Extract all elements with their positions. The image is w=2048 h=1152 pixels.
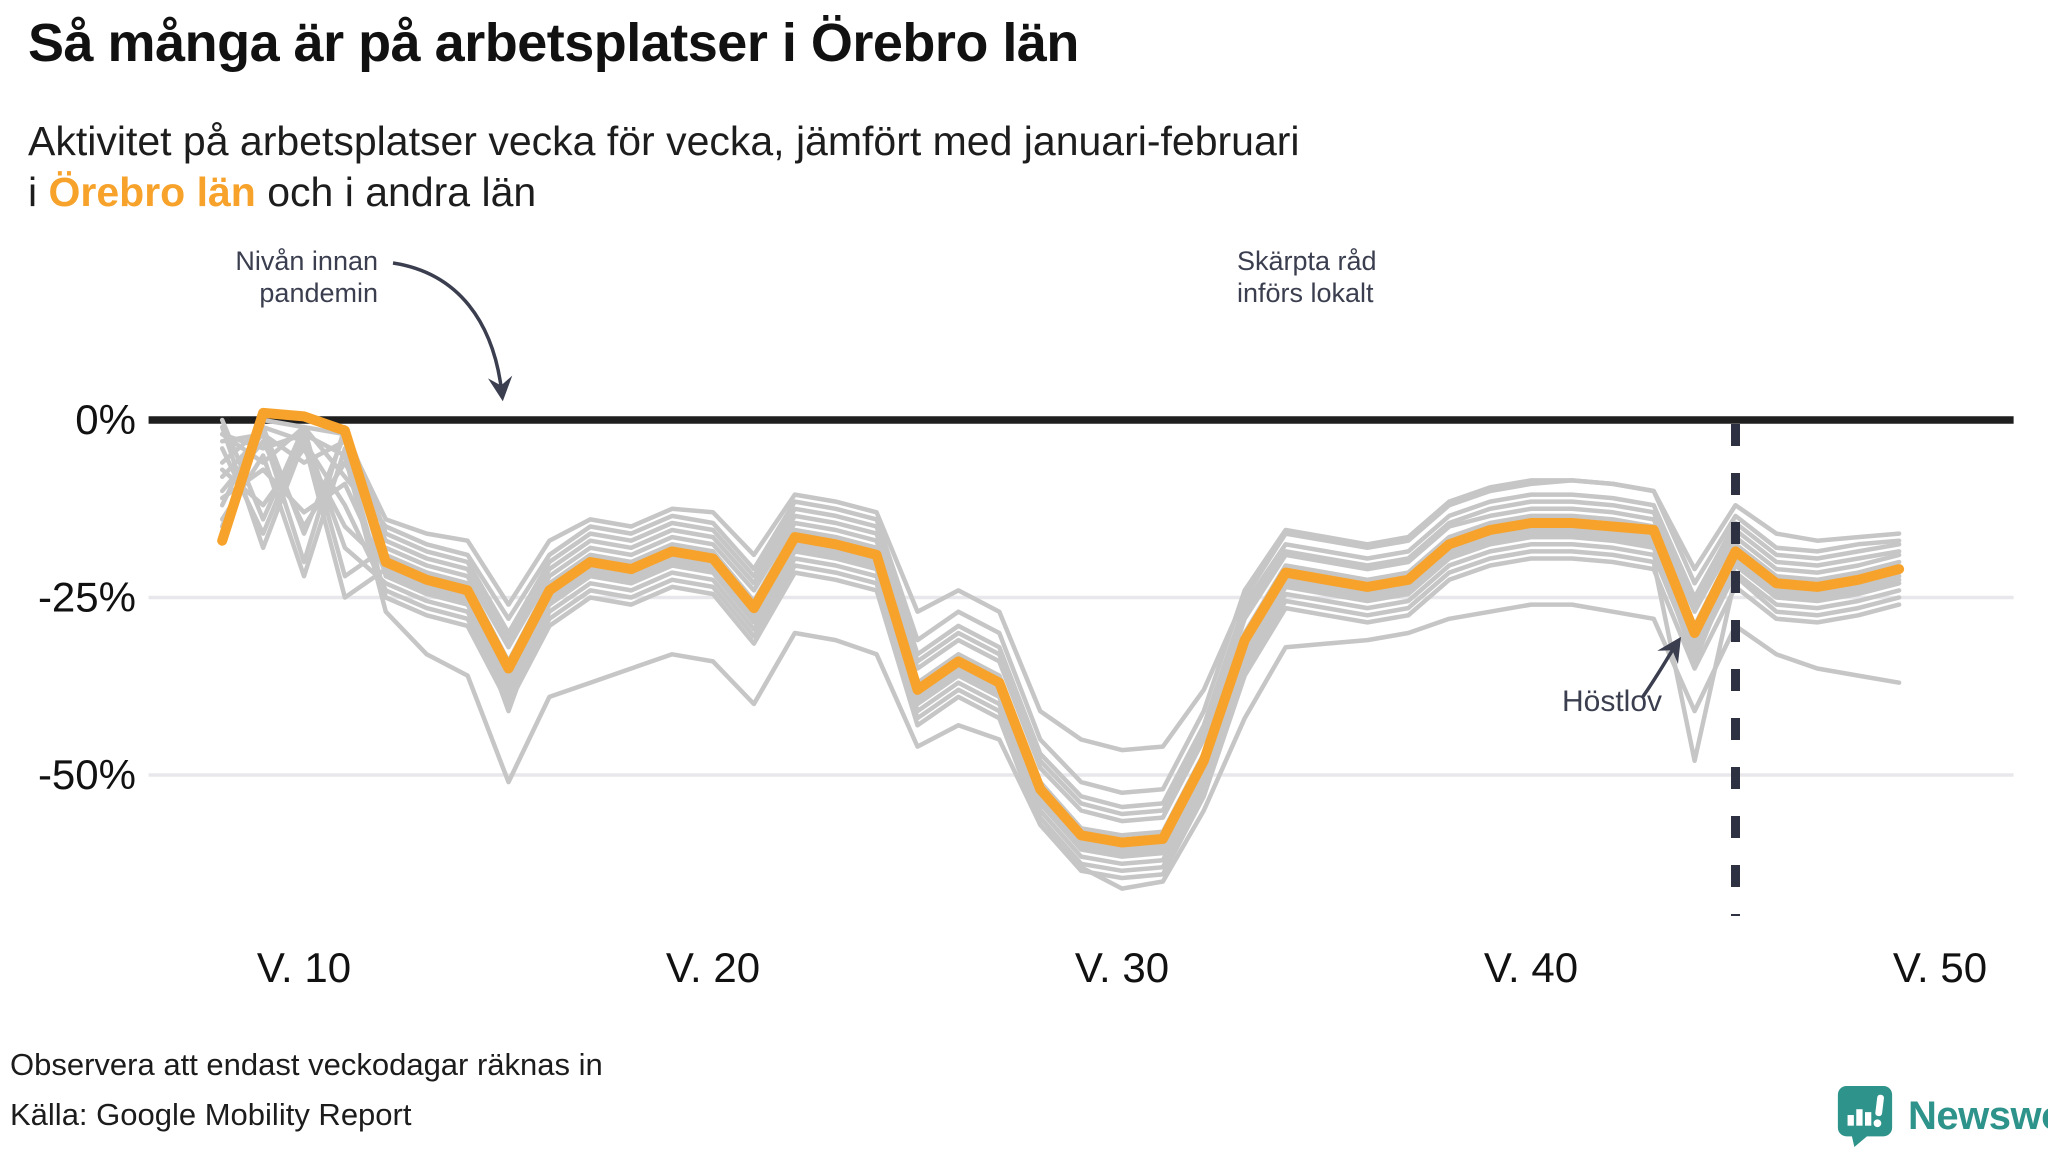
logo-bar-small — [1847, 1115, 1854, 1126]
annotation-pre-pandemic-line1: Nivån innan — [235, 246, 378, 276]
annotation-pre-pandemic-level: Nivån innan pandemin — [178, 246, 378, 310]
newsworthy-logo: Newsworthy — [1836, 1084, 2048, 1148]
arrow-autumn-break — [1640, 636, 1681, 699]
page-title: Så många är på arbetsplatser i Örebro lä… — [28, 13, 1079, 73]
annotation-autumn-break: Höstlov — [1562, 685, 1663, 718]
newsworthy-logo-icon — [1837, 1085, 1893, 1147]
logo-exclamation — [1873, 1094, 1884, 1128]
subtitle-line2-prefix: i — [28, 169, 49, 216]
subtitle-line2-suffix: och i andra län — [255, 169, 537, 216]
annotation-local-rules: Skärpta råd införs lokalt — [1237, 246, 1497, 310]
logo-bar-medium — [1865, 1112, 1872, 1126]
x-axis-label-V.40: V. 40 — [1484, 944, 1578, 991]
county-line-county-05 — [219, 424, 1902, 810]
arrow-pre-pandemic — [392, 261, 513, 402]
subtitle-line1: Aktivitet på arbetsplatser vecka för vec… — [28, 118, 1300, 164]
footer-note: Observera att endast veckodagar räknas i… — [10, 1047, 603, 1082]
county-line-county-03 — [219, 417, 1902, 824]
y-axis-label-0%: 0% — [75, 396, 136, 443]
y-axis-label--25%: -25% — [38, 574, 136, 621]
x-axis-label-V.30: V. 30 — [1075, 944, 1169, 991]
x-axis-label-V.20: V. 20 — [666, 944, 760, 991]
newsworthy-logo-text: Newsworthy — [1908, 1093, 2048, 1138]
annotation-local-rules-line1: Skärpta råd — [1237, 246, 1377, 276]
x-axis-label-V.10: V. 10 — [257, 944, 351, 991]
annotation-pre-pandemic-line2: pandemin — [259, 277, 378, 308]
county-line-county-10 — [219, 431, 1902, 867]
county-line-county-12 — [219, 446, 1902, 881]
county-line-county-14 — [219, 467, 1902, 856]
county-line-county-06 — [219, 424, 1902, 874]
county-line-county-11 — [219, 424, 1902, 796]
county-line-county-09 — [219, 439, 1902, 817]
footer-source: Källa: Google Mobility Report — [10, 1097, 412, 1132]
x-axis-label-V.50: V. 50 — [1893, 944, 1987, 991]
annotation-local-rules-line2: införs lokalt — [1237, 277, 1374, 308]
subtitle-highlight-orebro: Örebro län — [48, 169, 256, 216]
logo-bar-tall — [1856, 1109, 1863, 1126]
orebro-line — [217, 407, 1905, 848]
chart-subtitle: Aktivitet på arbetsplatser vecka för vec… — [28, 116, 1928, 219]
y-axis-label--50%: -50% — [38, 751, 136, 798]
